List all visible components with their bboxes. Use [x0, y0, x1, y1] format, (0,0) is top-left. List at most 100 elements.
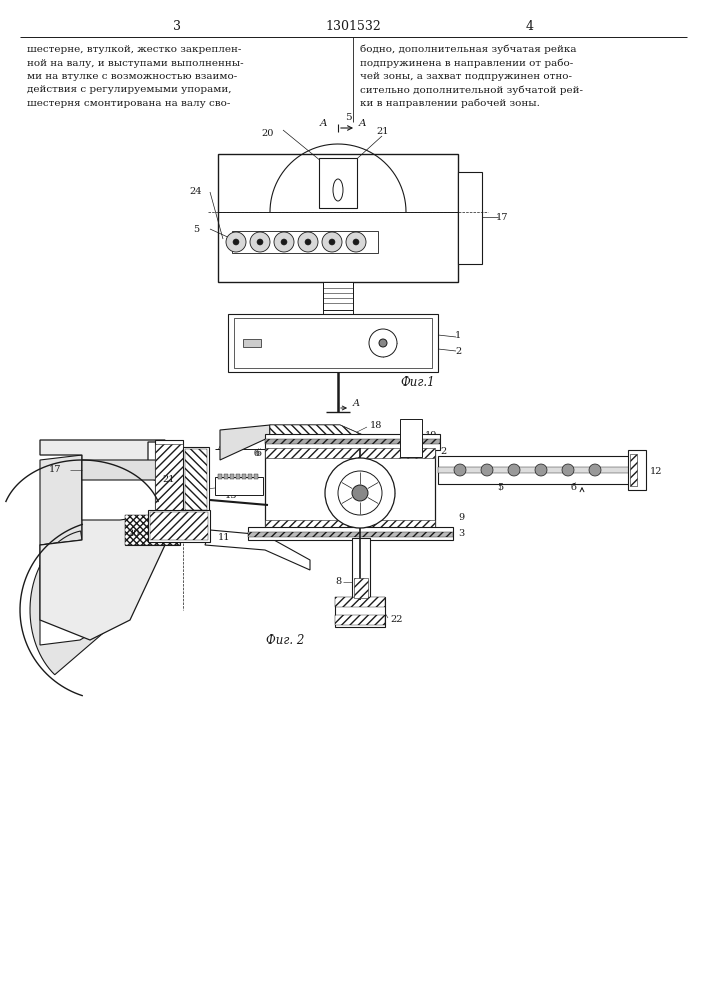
Text: 4: 4: [526, 20, 534, 33]
Text: 18: 18: [370, 420, 382, 430]
Polygon shape: [220, 425, 270, 460]
Bar: [218, 474, 222, 479]
Bar: [155, 444, 183, 516]
Bar: [215, 477, 263, 495]
Circle shape: [305, 239, 311, 245]
Circle shape: [274, 232, 294, 252]
Circle shape: [535, 464, 547, 476]
Text: ной на валу, и выступами выполненны-: ной на валу, и выступами выполненны-: [27, 58, 244, 68]
Text: +: +: [340, 168, 350, 178]
Bar: [265, 439, 440, 444]
Bar: [183, 447, 209, 512]
Bar: [630, 454, 637, 486]
Polygon shape: [40, 440, 165, 640]
Text: 2: 2: [440, 446, 446, 456]
Circle shape: [325, 458, 395, 528]
Text: шестерня смонтирована на валу сво-: шестерня смонтирована на валу сво-: [27, 99, 230, 108]
Circle shape: [329, 239, 335, 245]
Circle shape: [589, 464, 601, 476]
Circle shape: [338, 471, 382, 515]
Bar: [228, 314, 438, 372]
Text: 1301532: 1301532: [325, 20, 381, 33]
Bar: [230, 474, 234, 479]
Polygon shape: [205, 530, 310, 570]
Text: +: +: [325, 168, 334, 178]
Text: 24: 24: [182, 486, 195, 494]
Text: действия с регулируемыми упорами,: действия с регулируемыми упорами,: [27, 86, 231, 95]
Text: б: б: [253, 450, 259, 458]
Bar: [234, 318, 432, 368]
Bar: [148, 510, 210, 542]
Circle shape: [281, 239, 287, 245]
Text: 22: 22: [390, 615, 402, 624]
Circle shape: [346, 232, 366, 252]
Text: 17: 17: [49, 466, 62, 475]
Circle shape: [481, 464, 493, 476]
Circle shape: [250, 232, 270, 252]
Text: 3: 3: [173, 20, 181, 33]
Bar: [150, 512, 208, 540]
Text: чей зоны, а захват подпружинен отно-: чей зоны, а захват подпружинен отно-: [360, 72, 572, 81]
Polygon shape: [40, 455, 82, 545]
Bar: [248, 532, 453, 537]
Text: сительно дополнительной зубчатой рей-: сительно дополнительной зубчатой рей-: [360, 86, 583, 95]
Circle shape: [454, 464, 466, 476]
Bar: [354, 578, 368, 598]
Circle shape: [322, 232, 342, 252]
Text: 1: 1: [402, 486, 408, 494]
Text: 5: 5: [497, 484, 503, 492]
Text: ми на втулке с возможностью взаимо-: ми на втулке с возможностью взаимо-: [27, 72, 238, 81]
Text: 7: 7: [307, 442, 313, 450]
Text: Фиг. 2: Фиг. 2: [266, 634, 304, 647]
Bar: [335, 615, 385, 625]
Bar: [458, 172, 482, 264]
Text: подпружинена в направлении от рабо-: подпружинена в направлении от рабо-: [360, 58, 573, 68]
Bar: [335, 597, 385, 607]
Text: A: A: [359, 119, 367, 128]
Text: ки в направлении рабочей зоны.: ки в направлении рабочей зоны.: [360, 99, 540, 108]
Bar: [265, 448, 435, 458]
Text: A: A: [320, 119, 328, 128]
Circle shape: [257, 239, 263, 245]
Polygon shape: [82, 460, 200, 505]
Text: 8: 8: [336, 578, 342, 586]
Text: А-А: А-А: [218, 440, 240, 454]
Circle shape: [226, 232, 246, 252]
Circle shape: [369, 329, 397, 357]
Text: 3: 3: [458, 530, 464, 538]
Text: 13: 13: [225, 491, 238, 500]
Text: 24: 24: [189, 188, 202, 196]
Bar: [335, 597, 385, 627]
Text: 21: 21: [377, 127, 390, 136]
Text: 10: 10: [284, 442, 296, 450]
Text: Фиг.1: Фиг.1: [401, 375, 436, 388]
Bar: [125, 515, 180, 545]
Bar: [232, 231, 378, 253]
Text: 1: 1: [455, 330, 461, 340]
Bar: [248, 527, 453, 540]
Polygon shape: [82, 470, 165, 520]
Bar: [236, 474, 240, 479]
Text: 19: 19: [425, 430, 438, 440]
Circle shape: [508, 464, 520, 476]
Text: 17: 17: [496, 213, 508, 222]
Bar: [254, 474, 258, 479]
Bar: [265, 520, 435, 530]
Text: 21: 21: [163, 476, 175, 485]
Text: 11: 11: [218, 532, 230, 542]
Polygon shape: [270, 425, 390, 460]
Text: 12: 12: [650, 468, 662, 477]
Bar: [185, 449, 207, 510]
Bar: [438, 456, 638, 484]
Text: 5: 5: [345, 112, 351, 121]
Bar: [400, 419, 422, 457]
Bar: [242, 474, 246, 479]
Bar: [323, 282, 353, 310]
Bar: [248, 474, 252, 479]
Circle shape: [562, 464, 574, 476]
Bar: [125, 515, 180, 545]
Bar: [218, 154, 458, 282]
Ellipse shape: [333, 179, 343, 201]
Polygon shape: [270, 425, 390, 460]
Bar: [224, 474, 228, 479]
